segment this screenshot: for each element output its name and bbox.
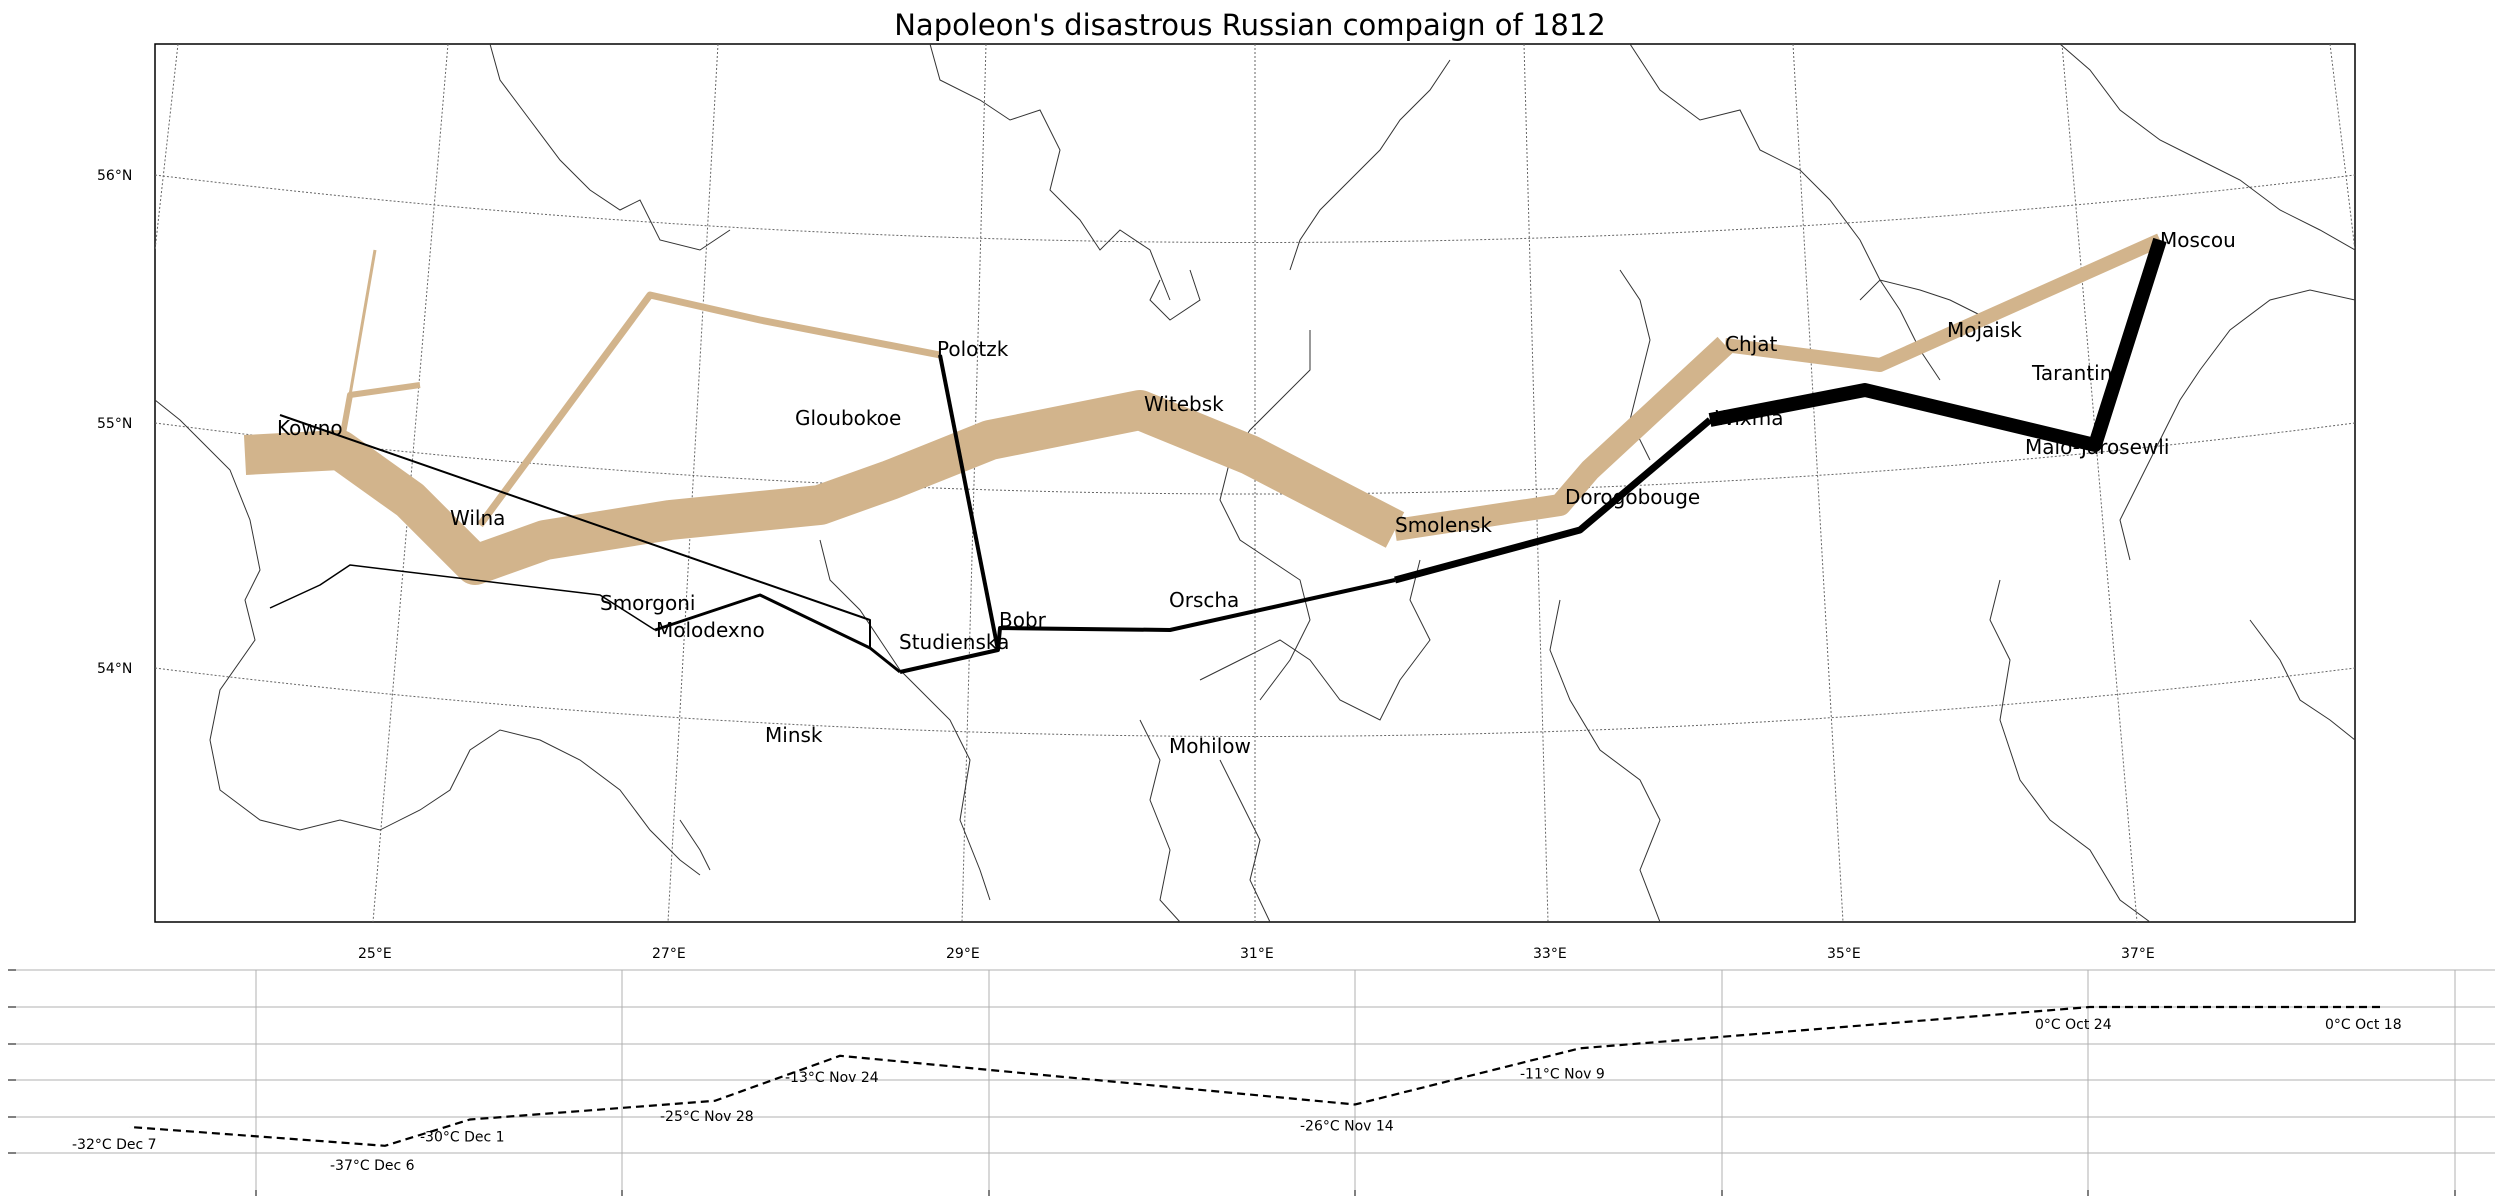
city-label: Minsk [765, 723, 823, 747]
gridline-27e [667, 44, 719, 922]
retreat-polotzk-branch [938, 354, 1000, 651]
lon-label-25e: 25°E [358, 946, 392, 962]
gridline-35e [1792, 44, 1844, 922]
river-mid [1219, 330, 1311, 701]
city-label: Studienska [899, 630, 1009, 654]
river-east-4 [1859, 279, 1991, 321]
lon-label-35e: 35°E [1827, 946, 1861, 962]
city-label: Wixma [1715, 406, 1783, 430]
temperature-chart: 0°C Oct 18 0°C Oct 24 -11°C Nov 9 -26°C Nov… [8, 969, 2495, 1196]
lat-label-56n: 56°N [97, 168, 132, 184]
city-label: Orscha [1169, 588, 1239, 612]
lon-label-37e: 37°E [2121, 946, 2155, 962]
retreat-bobr-segment [654, 593, 901, 674]
temperature-ticks [8, 969, 2456, 1196]
lon-label-29e: 29°E [946, 946, 980, 962]
river-east-6 [2119, 289, 2355, 561]
page-title: Napoleon's disastrous Russian compaign o… [894, 8, 1606, 42]
city-label: Smolensk [1395, 513, 1492, 537]
city-label: Malo-Jarosewli [2025, 435, 2169, 459]
city-label: Mojaisk [1947, 318, 2022, 342]
temperature-label: -13°C Nov 24 [785, 1070, 879, 1086]
lat-label-55n: 55°N [97, 416, 132, 432]
lon-label-31e: 31°E [1240, 946, 1274, 962]
lat-label-54n: 54°N [97, 661, 132, 677]
temperature-label: -25°C Nov 28 [660, 1109, 754, 1125]
gridline-23e [155, 44, 179, 251]
city-label: Wilna [450, 506, 505, 530]
city-label: Kowno [277, 416, 343, 440]
retreat-molodexno-segment [269, 564, 656, 631]
gridline-54n [155, 667, 2355, 737]
river-east-7 [2059, 44, 2355, 251]
temperature-label: -37°C Dec 6 [330, 1158, 415, 1174]
river-north-2 [929, 44, 1171, 301]
river-east-3 [1629, 44, 1941, 381]
city-label: Polotzk [937, 337, 1009, 361]
retreat-east-segment [1708, 237, 2167, 452]
temperature-label: 0°C Oct 24 [2035, 1017, 2112, 1033]
temperature-label: -26°C Nov 14 [1300, 1119, 1394, 1135]
retreat-smolensk-segment [899, 578, 1396, 674]
river-east-5 [1989, 579, 2151, 922]
city-label: Witebsk [1144, 392, 1224, 416]
gridline-33e [1523, 44, 1549, 922]
river-west [155, 399, 701, 876]
retreat-west-segment [279, 414, 871, 648]
river-north-3 [1149, 269, 1201, 321]
river-east-1 [1549, 599, 1661, 922]
latitude-gridlines [155, 174, 2355, 737]
gridline-39e [2329, 44, 2355, 251]
river-north-1 [489, 44, 731, 251]
advance-polotzk-branch [477, 291, 941, 528]
advance-east-segment [1724, 233, 2163, 372]
city-label: Mohilow [1169, 734, 1251, 758]
gridline-56n [155, 174, 2355, 243]
advance-mid-segment [1393, 336, 1733, 541]
city-label: Smorgoni [600, 591, 695, 615]
advance-north-thin [348, 249, 377, 396]
city-label: Tarantin [2031, 361, 2112, 385]
rivers [155, 44, 2355, 922]
retreat-path [269, 237, 2167, 674]
river-north-4 [1289, 59, 1451, 271]
retreat-mid-segment [1394, 417, 1713, 584]
city-label: Moscou [2160, 228, 2236, 252]
river-minsk [679, 819, 711, 871]
city-labels: Moscou Mojaisk Chjat Tarantin Malo-Jaros… [277, 228, 2236, 758]
river-far-east [2249, 619, 2355, 741]
temperature-label: -30°C Dec 1 [420, 1130, 505, 1146]
river-mohilow [1219, 759, 1271, 922]
longitude-gridlines [155, 44, 2355, 922]
river-dnieper [819, 539, 991, 901]
city-label: Molodexno [656, 618, 765, 642]
city-label: Bobr [999, 608, 1047, 632]
river-south-2 [1199, 559, 1431, 721]
temperature-label: -11°C Nov 9 [1520, 1066, 1605, 1082]
river-south [1139, 719, 1181, 922]
advance-main-segment [243, 390, 1405, 585]
city-label: Dorogobouge [1565, 485, 1700, 509]
advance-path [243, 233, 2163, 585]
map-frame [154, 43, 2356, 923]
temperature-label: -32°C Dec 7 [72, 1137, 157, 1153]
lon-label-33e: 33°E [1533, 946, 1567, 962]
lon-label-27e: 27°E [652, 946, 686, 962]
city-label: Chjat [1725, 332, 1777, 356]
temperature-grid [12, 969, 2495, 1190]
city-label: Gloubokoe [795, 406, 901, 430]
gridline-37e [2061, 44, 2138, 922]
temperature-label: 0°C Oct 18 [2325, 1017, 2402, 1033]
